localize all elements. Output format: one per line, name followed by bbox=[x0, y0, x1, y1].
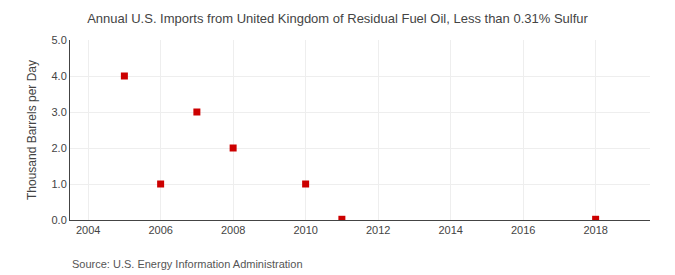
svg-text:2012: 2012 bbox=[366, 224, 390, 236]
svg-text:Thousand Barrels per Day: Thousand Barrels per Day bbox=[25, 60, 39, 200]
svg-text:2018: 2018 bbox=[583, 224, 607, 236]
svg-text:0.0: 0.0 bbox=[52, 214, 67, 226]
svg-text:2006: 2006 bbox=[148, 224, 172, 236]
svg-text:2014: 2014 bbox=[438, 224, 462, 236]
svg-text:2008: 2008 bbox=[221, 224, 245, 236]
svg-text:1.0: 1.0 bbox=[52, 178, 67, 190]
svg-text:4.0: 4.0 bbox=[52, 70, 67, 82]
svg-text:2010: 2010 bbox=[293, 224, 317, 236]
svg-text:Source: U.S. Energy Informatio: Source: U.S. Energy Information Administ… bbox=[72, 258, 303, 270]
svg-text:3.0: 3.0 bbox=[52, 106, 67, 118]
svg-text:2016: 2016 bbox=[511, 224, 535, 236]
svg-text:Annual U.S. Imports from Unite: Annual U.S. Imports from United Kingdom … bbox=[87, 11, 588, 26]
svg-text:2.0: 2.0 bbox=[52, 142, 67, 154]
svg-text:5.0: 5.0 bbox=[52, 34, 67, 46]
svg-text:2004: 2004 bbox=[76, 224, 100, 236]
